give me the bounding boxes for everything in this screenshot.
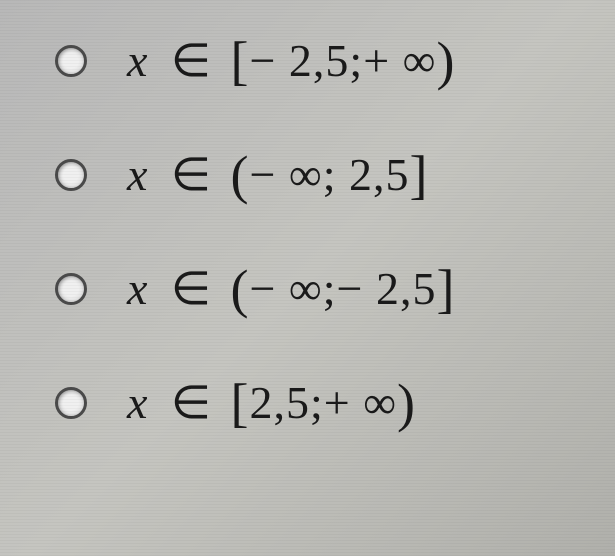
interval-left: − ∞; xyxy=(249,263,336,314)
variable-x: x xyxy=(127,377,148,428)
close-bracket: ) xyxy=(436,31,455,91)
element-of-symbol: ∈ xyxy=(171,377,212,428)
interval-left: − 2,5; xyxy=(249,35,363,86)
option-3[interactable]: x ∈ (− ∞;− 2,5] xyxy=(20,258,595,320)
interval-right: + ∞ xyxy=(363,35,436,86)
element-of-symbol: ∈ xyxy=(171,35,212,86)
radio-button-2[interactable] xyxy=(55,159,87,191)
interval-left: 2,5; xyxy=(249,377,323,428)
open-bracket: ( xyxy=(231,145,250,205)
variable-x: x xyxy=(127,149,148,200)
close-bracket: ] xyxy=(436,259,455,319)
option-4-label: x ∈ [2,5;+ ∞) xyxy=(127,372,416,434)
interval-right: − 2,5 xyxy=(337,263,437,314)
close-bracket: ] xyxy=(410,145,429,205)
interval-right: + ∞ xyxy=(324,377,397,428)
close-bracket: ) xyxy=(397,373,416,433)
radio-button-1[interactable] xyxy=(55,45,87,77)
open-bracket: [ xyxy=(231,373,250,433)
option-1[interactable]: x ∈ [− 2,5;+ ∞) xyxy=(20,30,595,92)
option-3-label: x ∈ (− ∞;− 2,5] xyxy=(127,258,455,320)
open-bracket: [ xyxy=(231,31,250,91)
open-bracket: ( xyxy=(231,259,250,319)
radio-button-3[interactable] xyxy=(55,273,87,305)
option-1-label: x ∈ [− 2,5;+ ∞) xyxy=(127,30,455,92)
variable-x: x xyxy=(127,35,148,86)
interval-right: 2,5 xyxy=(337,149,410,200)
variable-x: x xyxy=(127,263,148,314)
element-of-symbol: ∈ xyxy=(171,149,212,200)
element-of-symbol: ∈ xyxy=(171,263,212,314)
radio-button-4[interactable] xyxy=(55,387,87,419)
interval-left: − ∞; xyxy=(249,149,336,200)
option-4[interactable]: x ∈ [2,5;+ ∞) xyxy=(20,372,595,434)
option-2[interactable]: x ∈ (− ∞; 2,5] xyxy=(20,144,595,206)
option-2-label: x ∈ (− ∞; 2,5] xyxy=(127,144,428,206)
